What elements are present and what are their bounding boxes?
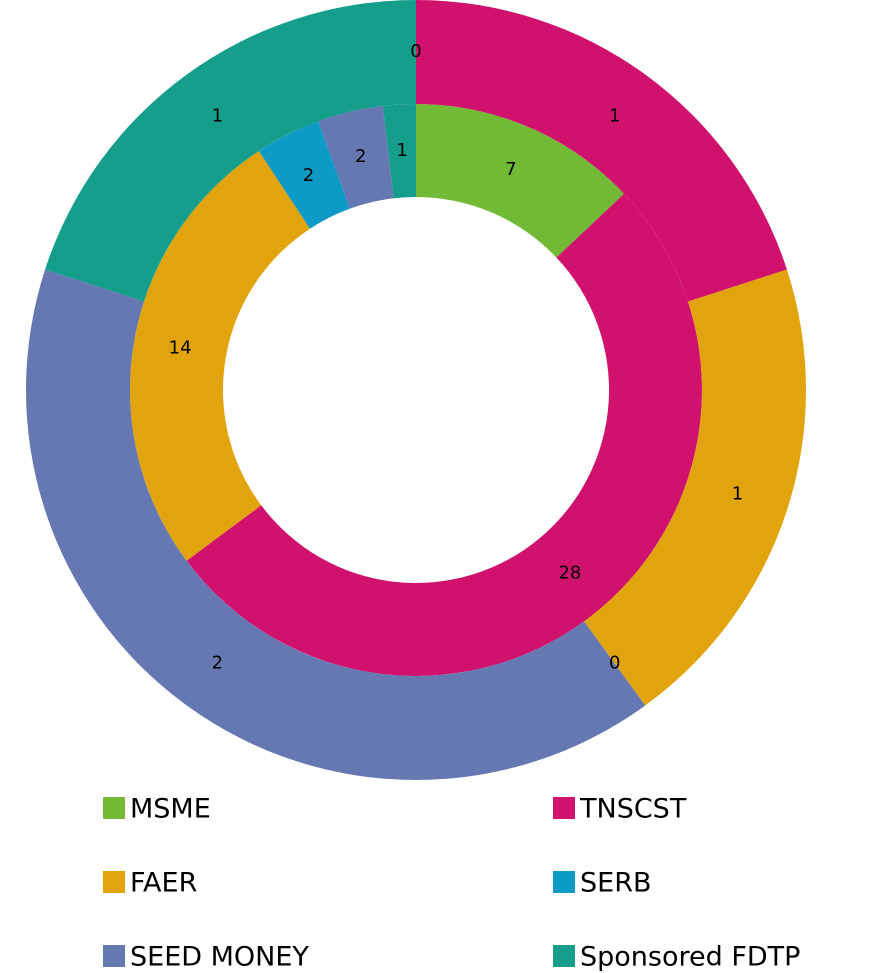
- legend-label: TNSCST: [579, 794, 687, 825]
- data-label: 2: [303, 165, 314, 186]
- doughnut-slice: [25, 269, 646, 780]
- legend-swatch: [553, 871, 575, 893]
- data-label: 2: [355, 146, 366, 167]
- data-label: 0: [410, 41, 421, 62]
- legend-label: MSME: [130, 794, 211, 825]
- data-label: 2: [212, 652, 223, 673]
- doughnut-slice: [186, 193, 702, 676]
- legend-swatch: [103, 945, 125, 967]
- data-label: 0: [609, 652, 620, 673]
- doughnut-slice: [258, 121, 350, 229]
- doughnut-slice: [318, 105, 394, 209]
- doughnut-slice: [45, 0, 417, 302]
- legend-swatch: [103, 797, 125, 819]
- doughnut-slice: [416, 0, 787, 302]
- data-label: 1: [396, 140, 407, 161]
- legend-label: Sponsored FDTP: [580, 942, 800, 973]
- data-label: 1: [212, 106, 223, 127]
- doughnut-slice: [416, 104, 625, 258]
- data-label: 1: [609, 106, 620, 127]
- legend-swatch: [553, 945, 575, 967]
- data-label: 28: [558, 562, 581, 583]
- legend-swatch: [553, 797, 575, 819]
- doughnut-slice: [130, 151, 310, 561]
- legend-swatch: [103, 871, 125, 893]
- data-label: 1: [732, 483, 743, 504]
- data-label: 7: [505, 159, 516, 180]
- legend-label: SEED MONEY: [130, 942, 309, 973]
- doughnut-slice: [382, 104, 416, 199]
- data-label: 14: [169, 337, 192, 358]
- legend-label: SERB: [580, 868, 651, 899]
- doughnut-slice: [584, 269, 807, 706]
- legend-label: FAER: [130, 868, 197, 899]
